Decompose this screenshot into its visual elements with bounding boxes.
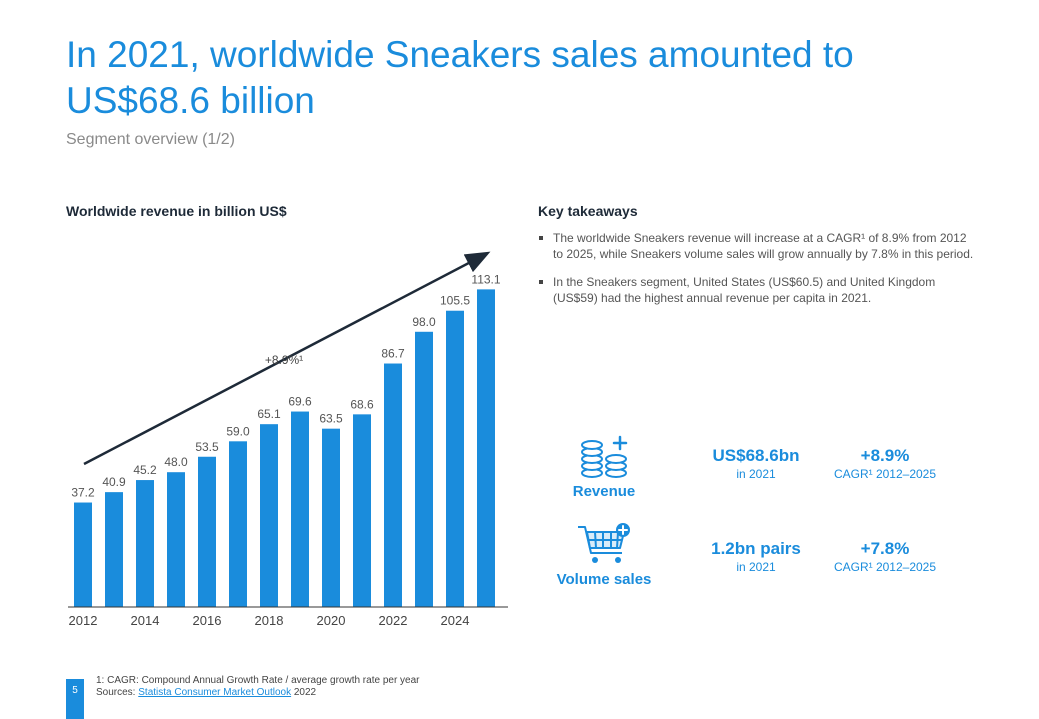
trend-arrow <box>83 251 491 466</box>
key-takeaways-title: Key takeaways <box>538 203 638 219</box>
takeaway-item: In the Sneakers segment, United States (… <box>538 274 978 306</box>
volume-growth: +7.8% <box>860 539 910 558</box>
volume-value-sub: in 2021 <box>736 560 776 574</box>
x-tick-2024: 2024 <box>441 613 470 628</box>
sources-link[interactable]: Statista Consumer Market Outlook <box>138 687 292 698</box>
x-tick-2018: 2018 <box>255 613 284 628</box>
data-label-2017: 59.0 <box>226 424 250 438</box>
bar-2016 <box>198 456 216 607</box>
bar-2023 <box>415 331 433 607</box>
bar-2022 <box>384 363 402 607</box>
shopping-cart-icon <box>578 523 630 563</box>
bar-2020 <box>322 428 340 607</box>
bar-2017 <box>229 441 247 607</box>
data-label-2022: 86.7 <box>381 347 405 361</box>
data-label-2024: 105.5 <box>440 294 470 308</box>
data-label-2018: 65.1 <box>257 407 281 421</box>
sources-prefix: Sources: <box>96 687 139 698</box>
bar-2013 <box>105 492 123 607</box>
x-tick-2016: 2016 <box>193 613 222 628</box>
bar-2025 <box>477 289 495 607</box>
page-number: 5 <box>66 679 84 719</box>
key-takeaways-list: The worldwide Sneakers revenue will incr… <box>538 230 978 318</box>
sources-suffix: 2022 <box>291 687 317 698</box>
cagr-annotation: +8.9%¹ <box>265 353 303 367</box>
x-tick-2012: 2012 <box>69 613 98 628</box>
bar-2021 <box>353 414 371 607</box>
revenue-growth-sub: CAGR¹ 2012–2025 <box>833 467 937 481</box>
data-label-2012: 37.2 <box>71 486 95 500</box>
bar-2014 <box>136 480 154 607</box>
data-label-2016: 53.5 <box>195 440 219 454</box>
data-label-2020: 63.5 <box>319 412 343 426</box>
data-label-2014: 45.2 <box>133 463 157 477</box>
page-title: In 2021, worldwide Sneakers sales amount… <box>66 34 854 121</box>
revenue-label: Revenue <box>572 483 636 500</box>
takeaway-item: The worldwide Sneakers revenue will incr… <box>538 230 978 262</box>
revenue-value: US$68.6bn <box>712 446 800 465</box>
footnote-sources: Sources: Statista Consumer Market Outloo… <box>96 687 420 699</box>
x-tick-2020: 2020 <box>317 613 346 628</box>
x-tick-2022: 2022 <box>379 613 408 628</box>
volume-value: 1.2bn pairs <box>711 539 801 558</box>
bar-2019 <box>291 411 309 607</box>
volume-growth-sub: CAGR¹ 2012–2025 <box>833 560 937 574</box>
footnote: 1: CAGR: Compound Annual Growth Rate / a… <box>96 675 420 699</box>
revenue-value-sub: in 2021 <box>736 467 776 481</box>
coins-stack-icon <box>581 435 628 478</box>
data-label-2013: 40.9 <box>102 475 126 489</box>
revenue-bar-chart: 37.2 2012 40.9 45.2 2014 48.0 53.5 2016 59.0 65.1… <box>68 251 508 628</box>
data-label-2025: 113.1 <box>471 272 500 286</box>
data-label-2021: 68.6 <box>350 397 374 411</box>
revenue-growth: +8.9% <box>860 446 910 465</box>
bar-2018 <box>260 424 278 607</box>
page-subtitle: Segment overview (1/2) <box>66 131 235 148</box>
bar-2012 <box>74 502 92 607</box>
data-label-2023: 98.0 <box>412 315 436 329</box>
footnote-cagr: 1: CAGR: Compound Annual Growth Rate / a… <box>96 675 420 686</box>
bar-2015 <box>167 472 185 607</box>
x-tick-2014: 2014 <box>131 613 160 628</box>
chart-title: Worldwide revenue in billion US$ <box>66 203 287 219</box>
data-label-2019: 69.6 <box>288 395 312 409</box>
volume-label: Volume sales <box>556 571 652 588</box>
bar-2024 <box>446 310 464 607</box>
data-label-2015: 48.0 <box>164 455 188 469</box>
